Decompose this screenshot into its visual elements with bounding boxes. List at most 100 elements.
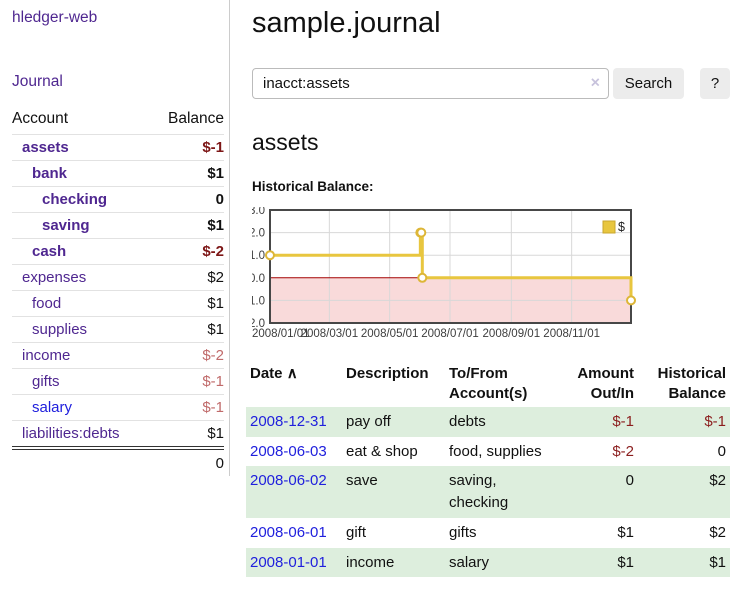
sidebar-nav: Journal — [12, 73, 229, 91]
register-column-header[interactable]: HistoricalBalance — [638, 361, 730, 407]
sidebar-account-link[interactable]: gifts — [32, 373, 60, 390]
transaction-description: gift — [342, 518, 445, 548]
transaction-date-link[interactable]: 2008-06-01 — [250, 524, 327, 541]
account-balance: $-1 — [151, 395, 224, 421]
transaction-balance: $1 — [638, 548, 730, 578]
sidebar-account-link[interactable]: salary — [32, 399, 72, 416]
account-row: gifts $-1 — [12, 369, 224, 395]
register-header-row: Date ∧DescriptionTo/FromAccount(s)Amount… — [246, 361, 730, 407]
svg-text:2008/05/01: 2008/05/01 — [361, 328, 419, 340]
transaction-date-link[interactable]: 2008-06-02 — [250, 472, 327, 489]
search-box: × — [252, 68, 609, 99]
transaction-accounts: saving, checking — [445, 466, 553, 518]
account-balance: $2 — [151, 265, 224, 291]
account-row: assets $-1 — [12, 135, 224, 161]
sidebar-account-link[interactable]: checking — [42, 191, 107, 208]
account-balance: 0 — [151, 187, 224, 213]
svg-text:2008/09/01: 2008/09/01 — [483, 328, 541, 340]
accounts-total-row: 0 — [12, 448, 224, 476]
account-heading: assets — [252, 129, 742, 156]
account-row: liabilities:debts $1 — [12, 421, 224, 449]
transaction-date-link[interactable]: 2008-06-03 — [250, 443, 327, 460]
accounts-col-account: Account — [12, 106, 151, 135]
transaction-accounts: food, supplies — [445, 437, 553, 467]
accounts-table: Account Balance assets $-1 bank $1 checking 0… — [12, 106, 224, 476]
sidebar-account-link[interactable]: assets — [22, 139, 69, 156]
sidebar-account-link[interactable]: expenses — [22, 269, 86, 286]
sidebar-account-link[interactable]: liabilities:debts — [22, 425, 120, 442]
register-table: Date ∧DescriptionTo/FromAccount(s)Amount… — [246, 361, 730, 577]
svg-text:0.0: 0.0 — [252, 273, 265, 285]
sidebar-account-link[interactable]: bank — [32, 165, 67, 182]
transaction-description: save — [342, 466, 445, 518]
transaction-amount: 0 — [553, 466, 638, 518]
svg-text:3.0: 3.0 — [252, 207, 265, 217]
account-row: saving $1 — [12, 213, 224, 239]
account-row: checking 0 — [12, 187, 224, 213]
sidebar-account-link[interactable]: cash — [32, 243, 66, 260]
account-row: expenses $2 — [12, 265, 224, 291]
page-title: sample.journal — [252, 7, 742, 40]
search-input[interactable] — [252, 68, 609, 99]
transaction-balance: $2 — [638, 518, 730, 548]
search-form: × Search ? — [252, 68, 742, 99]
search-button[interactable]: Search — [613, 68, 684, 99]
transaction-amount: $-2 — [553, 437, 638, 467]
sidebar-account-link[interactable]: saving — [42, 217, 90, 234]
app-brand-link[interactable]: hledger-web — [12, 9, 97, 26]
register-column-header[interactable]: Date ∧ — [246, 361, 342, 407]
accounts-col-balance: Balance — [151, 106, 224, 135]
transaction-amount: $1 — [553, 518, 638, 548]
nav-journal-link[interactable]: Journal — [12, 73, 63, 90]
sidebar-account-link[interactable]: food — [32, 295, 61, 312]
svg-text:$: $ — [618, 220, 625, 234]
transaction-date-link[interactable]: 2008-12-31 — [250, 413, 327, 430]
transaction-row: 2008-06-03eat & shopfood, supplies$-20 — [246, 437, 730, 467]
sidebar: hledger-web Journal Account Balance asse… — [0, 0, 230, 476]
register-column-header[interactable]: To/FromAccount(s) — [445, 361, 553, 407]
transaction-accounts: salary — [445, 548, 553, 578]
account-balance: $1 — [151, 317, 224, 343]
transaction-description: eat & shop — [342, 437, 445, 467]
account-balance: $-1 — [151, 135, 224, 161]
transaction-accounts: gifts — [445, 518, 553, 548]
svg-text:2.0: 2.0 — [252, 228, 265, 240]
help-button[interactable]: ? — [700, 68, 730, 99]
svg-text:-1.0: -1.0 — [252, 295, 265, 307]
svg-text:2008/07/01: 2008/07/01 — [421, 328, 479, 340]
account-balance: $-2 — [151, 343, 224, 369]
transaction-row: 2008-12-31pay offdebts$-1$-1 — [246, 407, 730, 437]
main-content: sample.journal × Search ? assets Histori… — [230, 0, 742, 589]
account-balance: $1 — [151, 421, 224, 449]
app-window: hledger-web Journal Account Balance asse… — [0, 0, 742, 589]
accounts-header-row: Account Balance — [12, 106, 224, 135]
historical-balance-chart[interactable]: $3.02.01.00.0-1.0-2.02008/01/012008/03/0… — [252, 207, 732, 341]
transaction-date-link[interactable]: 2008-01-01 — [250, 554, 327, 571]
account-balance: $-1 — [151, 369, 224, 395]
sidebar-account-link[interactable]: supplies — [32, 321, 87, 338]
transaction-accounts: debts — [445, 407, 553, 437]
transaction-amount: $1 — [553, 548, 638, 578]
account-balance: $1 — [151, 213, 224, 239]
transaction-amount: $-1 — [553, 407, 638, 437]
app-brand-container: hledger-web — [12, 9, 229, 27]
transaction-row: 2008-06-01 giftgifts$1$2 — [246, 518, 730, 548]
account-row: food$1 — [12, 291, 224, 317]
account-row: cash$-2 — [12, 239, 224, 265]
transaction-row: 2008-06-02 savesaving, checking0$2 — [246, 466, 730, 518]
transaction-balance: $2 — [638, 466, 730, 518]
register-column-header[interactable]: Description — [342, 361, 445, 407]
register-column-header[interactable]: AmountOut/In — [553, 361, 638, 407]
transaction-description: income — [342, 548, 445, 578]
chart-title: Historical Balance: — [252, 179, 742, 194]
svg-text:1.0: 1.0 — [252, 250, 265, 262]
sidebar-account-link[interactable]: income — [22, 347, 70, 364]
transaction-balance: $-1 — [638, 407, 730, 437]
account-row: income $-2 — [12, 343, 224, 369]
account-balance: $1 — [151, 161, 224, 187]
clear-search-icon[interactable]: × — [591, 74, 600, 92]
transaction-description: pay off — [342, 407, 445, 437]
account-row: salary $-1 — [12, 395, 224, 421]
svg-text:2008/11/01: 2008/11/01 — [543, 328, 600, 340]
account-row: supplies $1 — [12, 317, 224, 343]
